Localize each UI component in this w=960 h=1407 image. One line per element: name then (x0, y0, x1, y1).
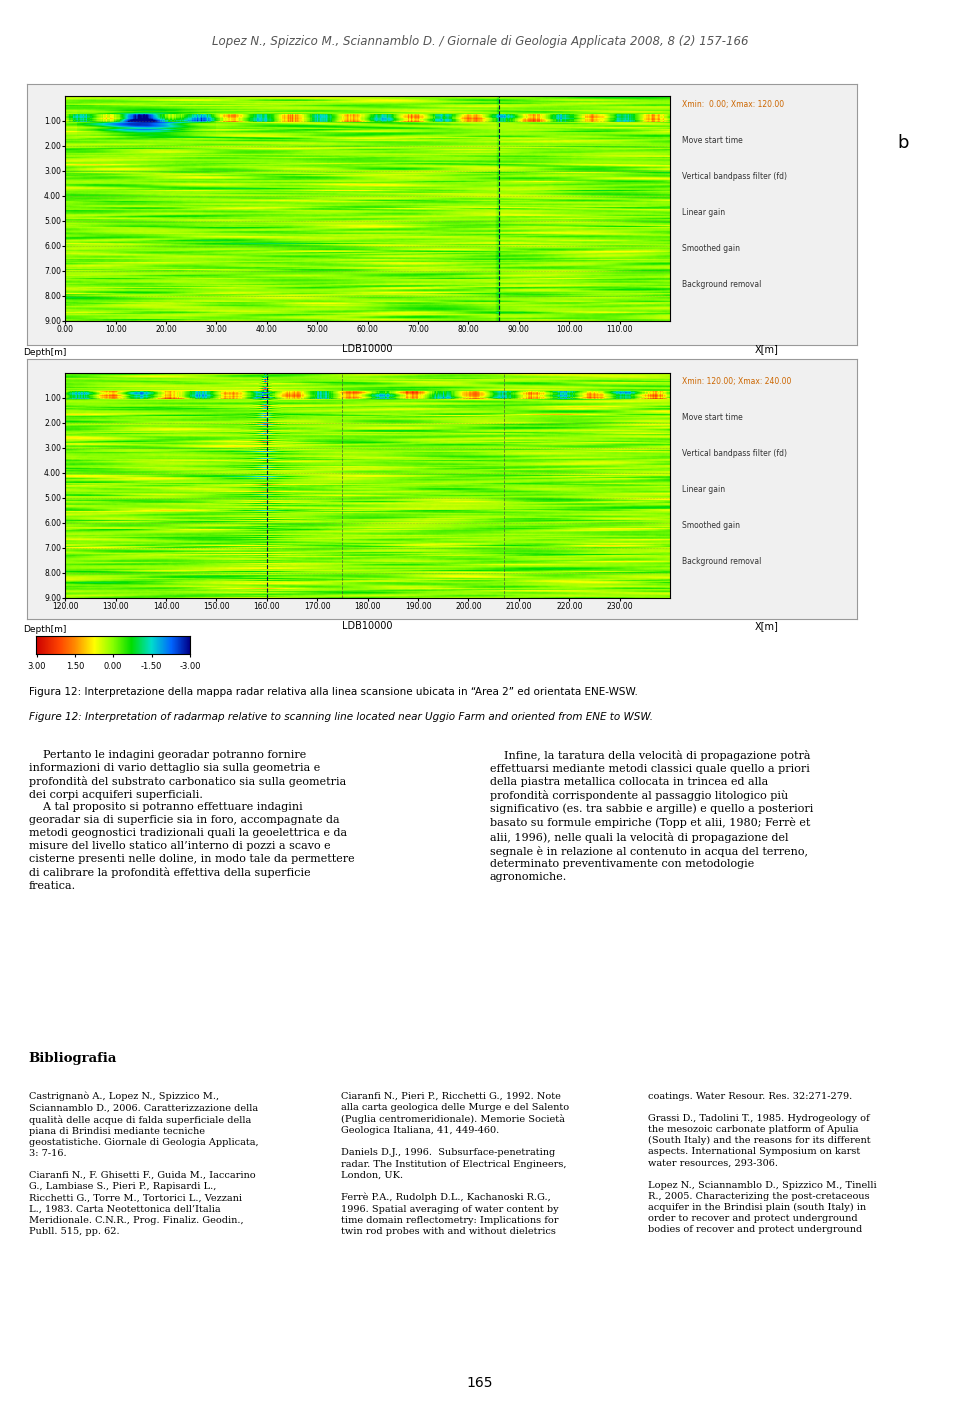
Text: Depth[m]: Depth[m] (23, 625, 66, 635)
Text: Move start time: Move start time (682, 136, 742, 145)
Text: Vertical bandpass filter (fd): Vertical bandpass filter (fd) (682, 172, 786, 182)
Text: Xmin: 120.00; Xmax: 240.00: Xmin: 120.00; Xmax: 240.00 (682, 377, 791, 387)
Text: Smoothed gain: Smoothed gain (682, 245, 739, 253)
Text: 165: 165 (467, 1376, 493, 1390)
Text: Infine, la taratura della velocità di propagazione potrà
effettuarsi mediante me: Infine, la taratura della velocità di pr… (490, 750, 813, 882)
Text: Background removal: Background removal (682, 280, 761, 290)
Text: Bibliografia: Bibliografia (29, 1052, 117, 1065)
Text: Smoothed gain: Smoothed gain (682, 522, 739, 530)
Text: Depth[m]: Depth[m] (23, 348, 66, 357)
Text: Figure 12: Interpretation of radarmap relative to scanning line located near Ugg: Figure 12: Interpretation of radarmap re… (29, 712, 653, 722)
Text: Background removal: Background removal (682, 557, 761, 567)
Text: Vertical bandpass filter (fd): Vertical bandpass filter (fd) (682, 449, 786, 459)
Text: Linear gain: Linear gain (682, 485, 725, 494)
Text: coatings. Water Resour. Res. 32:271-279.

Grassi D., Tadolini T., 1985. Hydrogeo: coatings. Water Resour. Res. 32:271-279.… (648, 1092, 876, 1234)
Text: Lopez N., Spizzico M., Sciannamblo D. / Giornale di Geologia Applicata 2008, 8 (: Lopez N., Spizzico M., Sciannamblo D. / … (212, 35, 748, 48)
Text: X[m]: X[m] (756, 345, 779, 355)
Text: Linear gain: Linear gain (682, 208, 725, 217)
Text: Xmin:  0.00; Xmax: 120.00: Xmin: 0.00; Xmax: 120.00 (682, 100, 783, 110)
Text: Castrignanò A., Lopez N., Spizzico M.,
Sciannamblo D., 2006. Caratterizzazione d: Castrignanò A., Lopez N., Spizzico M., S… (29, 1092, 258, 1235)
Text: Ciaranfi N., Pieri P., Ricchetti G., 1992. Note
alla carta geologica delle Murge: Ciaranfi N., Pieri P., Ricchetti G., 199… (341, 1092, 569, 1235)
Text: Figura 12: Interpretazione della mappa radar relativa alla linea scansione ubica: Figura 12: Interpretazione della mappa r… (29, 687, 637, 696)
Text: Move start time: Move start time (682, 414, 742, 422)
Text: LDB10000: LDB10000 (343, 622, 393, 632)
Text: LDB10000: LDB10000 (343, 345, 393, 355)
Text: X[m]: X[m] (756, 622, 779, 632)
Text: b: b (898, 134, 909, 152)
Text: Pertanto le indagini georadar potranno fornire
informazioni di vario dettaglio s: Pertanto le indagini georadar potranno f… (29, 750, 354, 891)
